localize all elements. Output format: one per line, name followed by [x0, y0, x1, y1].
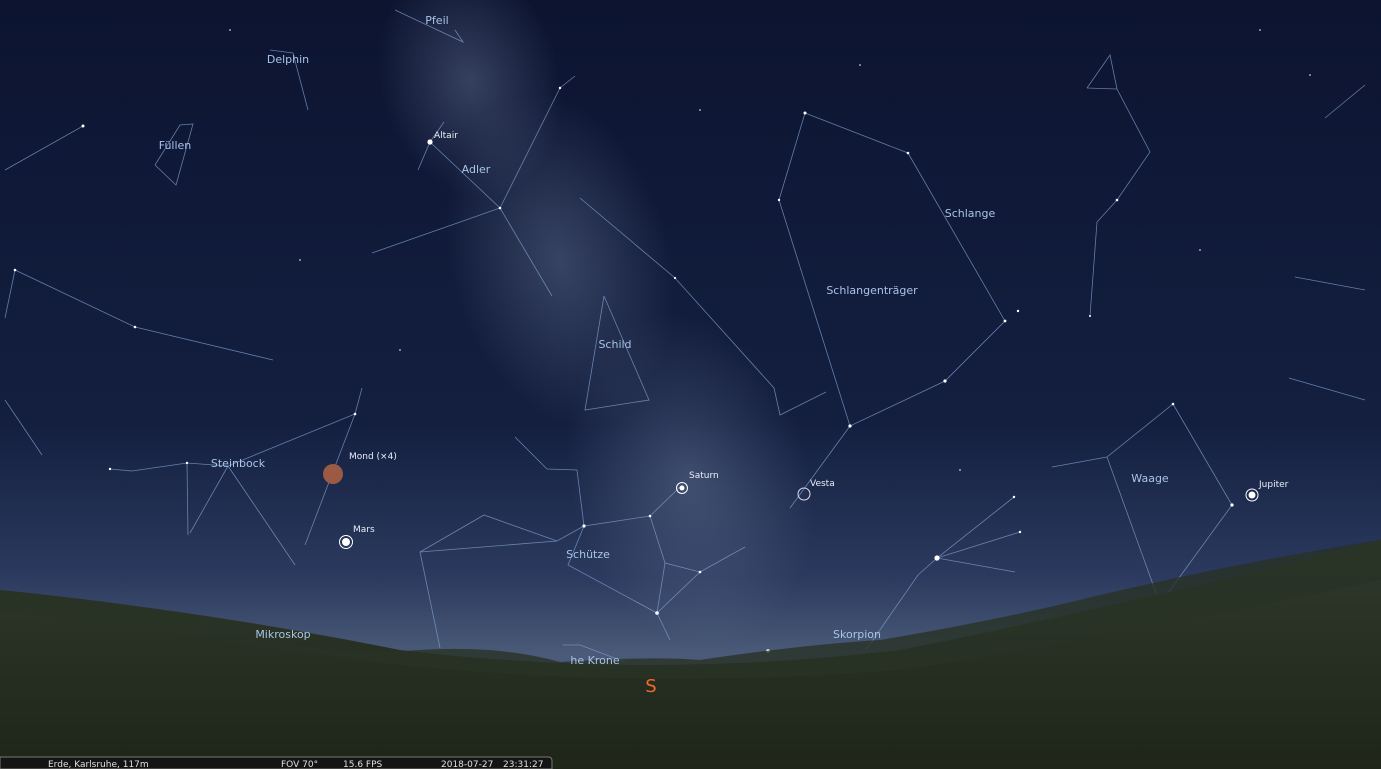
location: Erde, Karlsruhe, 117m	[48, 760, 149, 769]
label: Waage	[1131, 472, 1169, 485]
label: Mond (×4)	[349, 452, 397, 462]
label: Delphin	[267, 53, 309, 66]
label: Altair	[434, 131, 458, 141]
fps: 15.6 FPS	[343, 760, 383, 769]
status-bar: Erde, Karlsruhe, 117m FOV 70° 15.6 FPS 2…	[0, 757, 552, 769]
date: 2018-07-27	[441, 760, 493, 769]
label: Schlangenträger	[826, 284, 918, 297]
label: Adler	[462, 163, 491, 176]
time: 23:31:27	[503, 760, 543, 769]
fov: FOV 70°	[281, 760, 318, 769]
label: Schild	[598, 338, 631, 351]
label: Schütze	[566, 548, 610, 561]
label: Schlange	[945, 207, 996, 220]
label: Pfeil	[425, 14, 448, 27]
label: Füllen	[159, 139, 192, 152]
label: Steinbock	[211, 457, 266, 470]
stellarium-view: Pfeil Delphin Füllen Adler Schild Schlan…	[0, 0, 1381, 769]
label: Mikroskop	[255, 628, 310, 641]
label: Vesta	[810, 479, 835, 489]
cardinal-point: S	[645, 676, 656, 697]
label: Mars	[353, 525, 375, 535]
label: he Krone	[570, 654, 619, 667]
label: Jupiter	[1258, 480, 1289, 490]
label: Skorpion	[833, 628, 881, 641]
label: Saturn	[689, 471, 719, 481]
